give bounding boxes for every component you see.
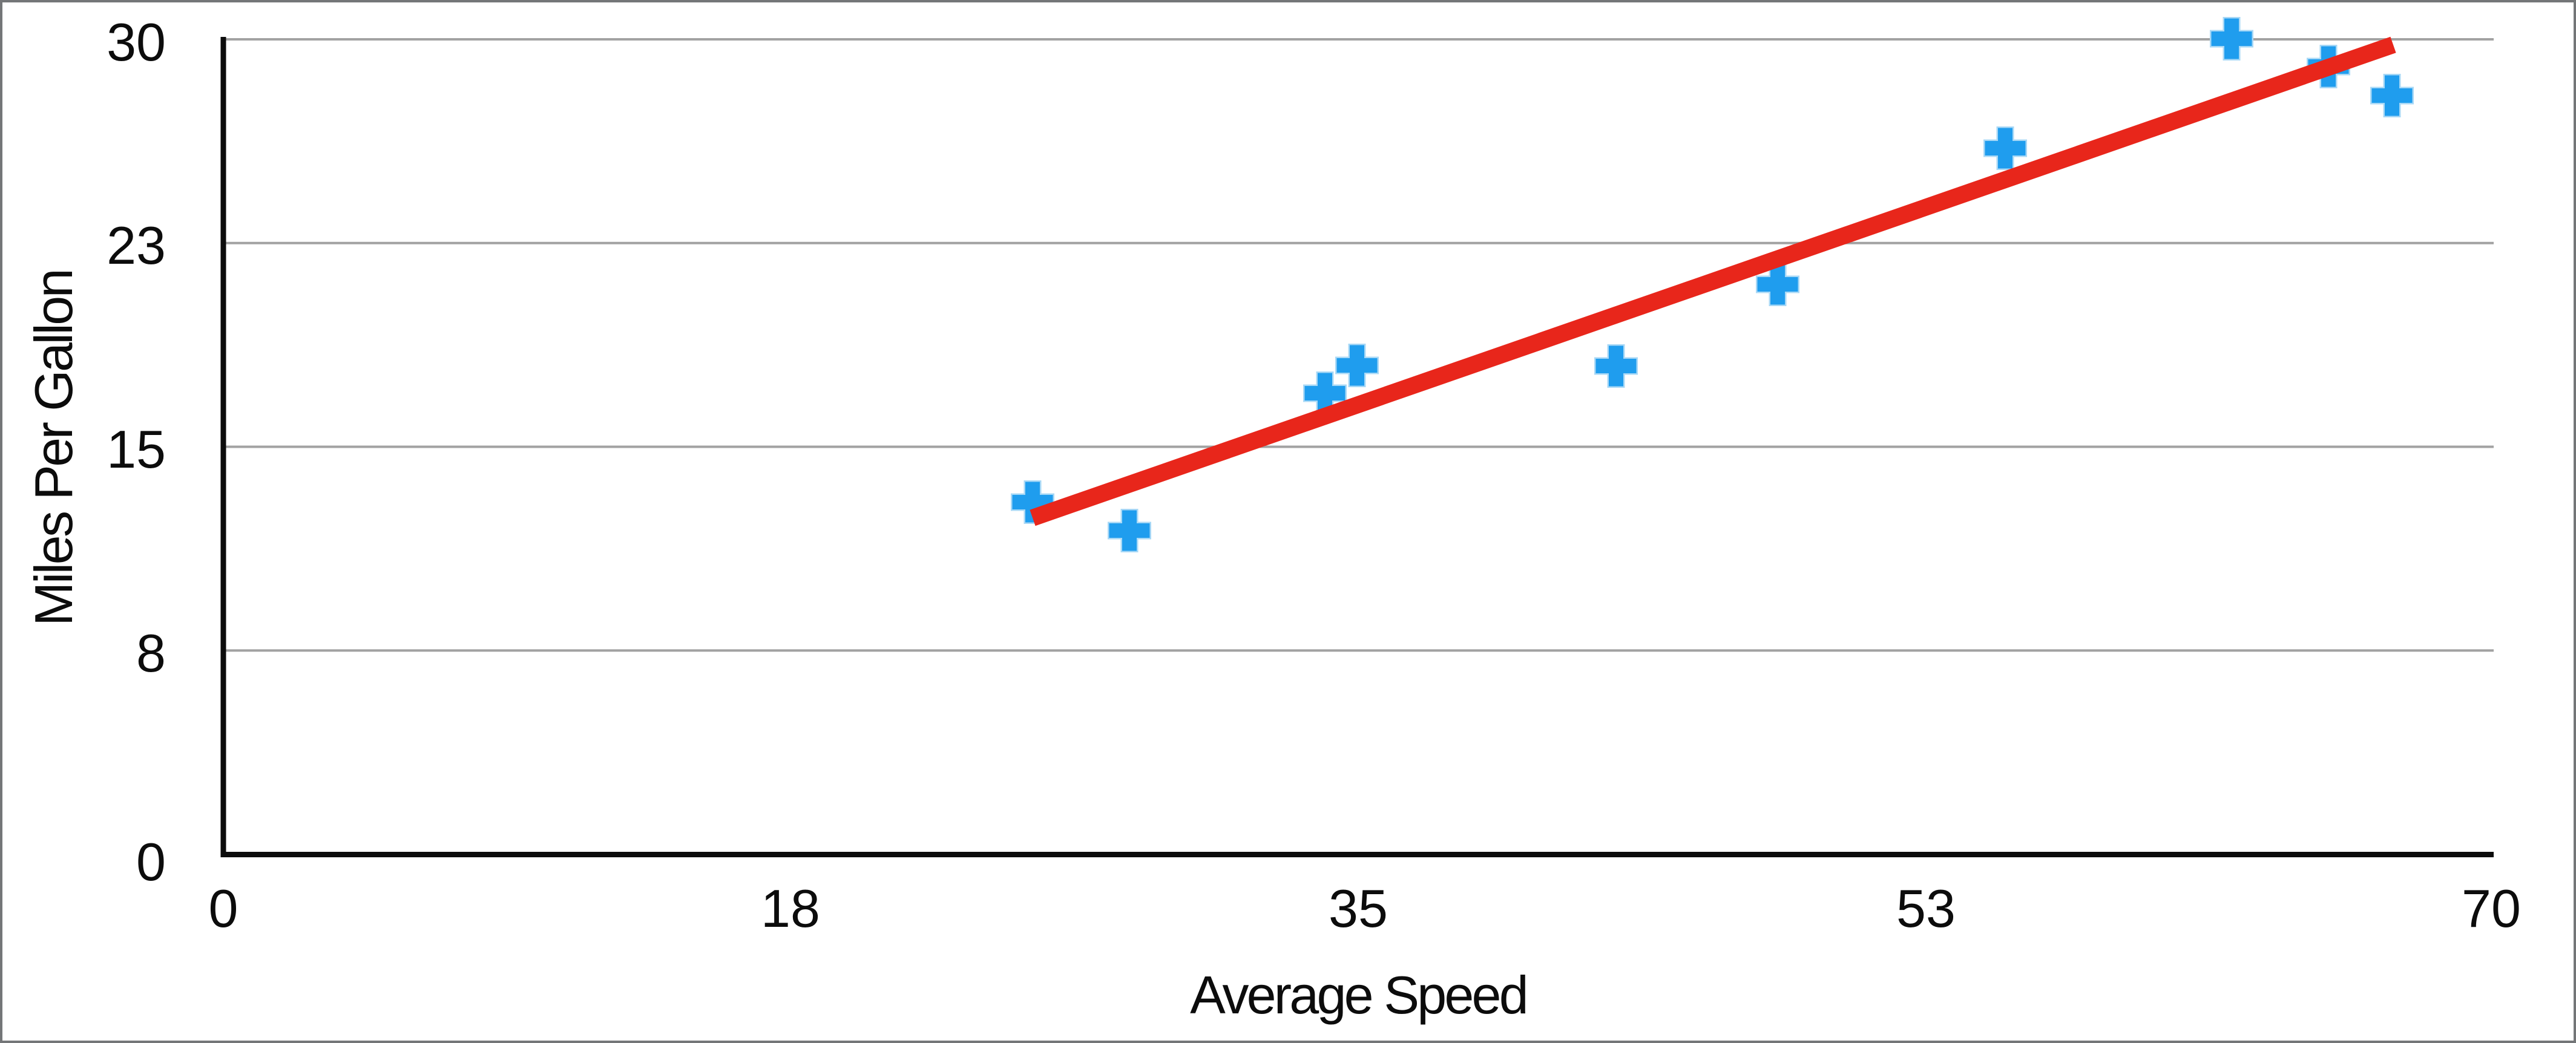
svg-text:0: 0 [136,832,166,892]
svg-text:70: 70 [2462,878,2521,938]
svg-text:15: 15 [107,419,166,479]
svg-text:23: 23 [107,215,166,275]
svg-text:18: 18 [761,878,820,938]
svg-text:30: 30 [107,12,166,72]
svg-text:35: 35 [1329,878,1388,938]
svg-text:0: 0 [209,878,238,938]
svg-text:8: 8 [136,623,166,683]
svg-text:Miles Per Gallon: Miles Per Gallon [24,270,84,626]
svg-text:53: 53 [1896,878,1956,938]
svg-text:Average Speed: Average Speed [1190,965,1526,1025]
